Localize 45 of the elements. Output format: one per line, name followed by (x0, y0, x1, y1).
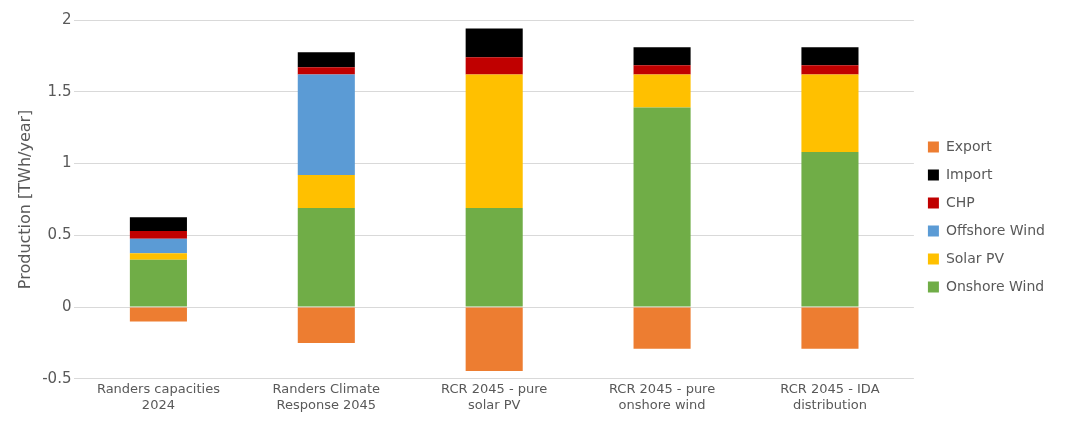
bar (465, 208, 523, 307)
bar (633, 107, 691, 307)
y-tick-label: 0.5 (47, 225, 72, 244)
bar (801, 74, 859, 153)
bar (297, 175, 355, 209)
legend-label: Offshore Wind (945, 221, 1045, 238)
bar (129, 307, 187, 322)
y-axis-title: Production [TWh/year] (14, 109, 34, 290)
bar (801, 152, 859, 307)
bar (129, 259, 187, 307)
legend-label: CHP (945, 193, 975, 210)
y-tick-label: 2 (61, 9, 72, 28)
bar (129, 253, 187, 260)
y-tick-label: 1 (61, 153, 72, 172)
y-tick-label: 1.5 (47, 81, 72, 100)
bar (465, 74, 523, 209)
bar (297, 307, 355, 343)
y-tick-label: 0 (61, 296, 72, 315)
bar (633, 74, 691, 108)
x-tick-label: RCR 2045 - pure solar PV (441, 380, 548, 412)
x-tick-label: Randers capacities 2024 (96, 380, 221, 412)
legend-label: Export (945, 137, 993, 154)
legend-label: Onshore Wind (945, 277, 1045, 294)
bar (633, 65, 691, 75)
x-tick-label: Randers Climate Response 2045 (272, 380, 381, 412)
bar (297, 74, 355, 175)
x-tick-label: RCR 2045 - IDA distribution (780, 380, 880, 412)
x-tick-label: RCR 2045 - pure onshore wind (608, 380, 716, 412)
bar (465, 307, 523, 371)
bar (801, 307, 859, 349)
bar (297, 52, 355, 68)
bar (297, 67, 355, 75)
bar (129, 217, 187, 231)
bar (297, 208, 355, 307)
y-tick-label: -0.5 (42, 368, 72, 387)
bar (633, 307, 691, 349)
bar (129, 238, 187, 254)
bar (465, 57, 523, 75)
bar (129, 230, 187, 239)
bar (633, 47, 691, 66)
legend-label: Solar PV (945, 249, 1005, 266)
bar (801, 47, 859, 66)
bar (465, 28, 523, 58)
legend-label: Import (945, 165, 993, 182)
bar (801, 65, 859, 75)
